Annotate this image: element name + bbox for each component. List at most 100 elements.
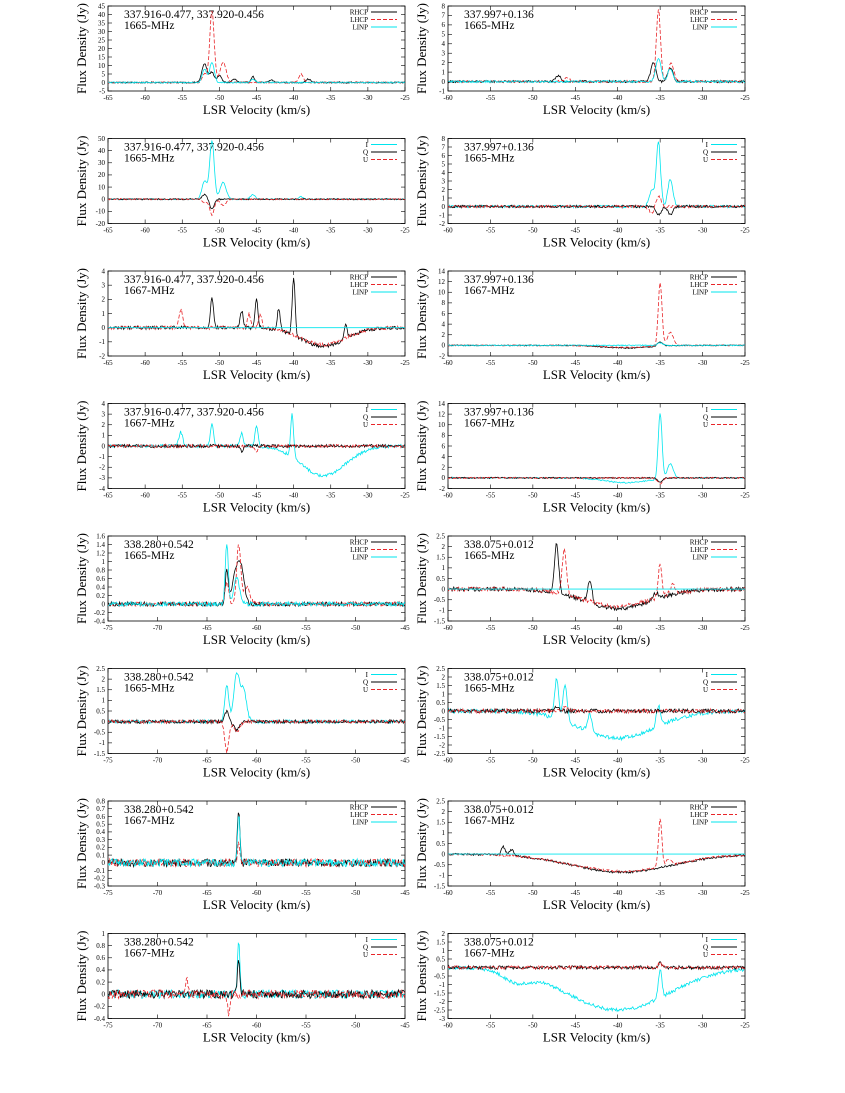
y-tick-label: 0.4 (96, 966, 105, 974)
y-tick-label: -1 (439, 211, 445, 219)
x-tick-label: -60 (140, 359, 150, 367)
y-axis-label: Flux Density (Jy) (414, 798, 429, 889)
x-tick-label: -75 (103, 624, 113, 632)
x-tick-label: -30 (698, 492, 708, 500)
band-label: 1667-MHz (464, 948, 514, 960)
series-line (108, 816, 405, 868)
x-tick-label: -55 (178, 492, 188, 500)
spectrum-panel: -60 -55 -50 -45 -40 -35 -30 -25 -2 0 2 4 6 8 10 12 14 Flu… (414, 267, 750, 382)
legend-entry: LINP (692, 553, 708, 561)
y-tick-label: 3 (102, 410, 106, 418)
x-tick-label: -50 (215, 359, 225, 367)
y-tick-label: 2.5 (436, 532, 445, 540)
x-tick-label: -35 (655, 1022, 665, 1030)
x-tick-label: -35 (655, 757, 665, 765)
legend-entry: I (366, 671, 369, 679)
legend-entry: U (363, 951, 368, 959)
source-name: 337.916-0.477, 337.920-0.456 (124, 274, 264, 286)
x-tick-label: -25 (400, 227, 410, 235)
y-tick-label: 4 (102, 267, 106, 275)
band-label: 1667-MHz (124, 815, 174, 827)
y-tick-label: 0.4 (96, 583, 105, 591)
source-name: 338.280+0.542 (124, 937, 194, 949)
y-axis-label: Flux Density (Jy) (74, 136, 89, 227)
band-label: 1665-MHz (124, 550, 174, 562)
y-tick-label: 2 (442, 543, 446, 551)
x-axis-label: LSR Velocity (km/s) (543, 235, 650, 250)
y-tick-label: -3 (439, 1015, 445, 1023)
legend-entry: U (363, 156, 368, 164)
series-line (448, 476, 745, 485)
x-tick-label: -45 (571, 227, 581, 235)
band-label: 1667-MHz (464, 815, 514, 827)
y-tick-label: 4 (442, 453, 446, 461)
y-axis-label: Flux Density (Jy) (74, 666, 89, 757)
source-name: 337.916-0.477, 337.920-0.456 (124, 407, 264, 419)
x-tick-label: -45 (400, 889, 410, 897)
source-name: 338.075+0.012 (464, 804, 534, 816)
y-tick-label: 1 (102, 432, 106, 440)
spectrum-panel: -75 -70 -65 -60 -55 -50 -45 -0.4 -0.2 0 0.2 0.4 0.6 0… (74, 930, 410, 1045)
x-tick-label: -55 (301, 757, 311, 765)
legend-entry: LINP (692, 23, 708, 31)
legend-entry: U (703, 421, 708, 429)
x-tick-label: -25 (400, 492, 410, 500)
x-tick-label: -35 (655, 624, 665, 632)
legend-entry: Q (363, 148, 368, 156)
y-tick-label: -2.5 (434, 1006, 446, 1014)
y-tick-label: 3 (442, 50, 446, 58)
x-tick-label: -55 (178, 227, 188, 235)
y-tick-label: -2 (99, 464, 105, 472)
series-line (448, 961, 745, 971)
spectrum-panel: -60 -55 -50 -45 -40 -35 -30 -25 -3-2.5-2-1.5-1-0… (414, 930, 750, 1045)
x-tick-label: -30 (698, 757, 708, 765)
legend-entry: I (706, 936, 709, 944)
y-tick-label: 0 (102, 991, 106, 999)
y-tick-label: 0.2 (96, 844, 105, 852)
source-name: 338.075+0.012 (464, 539, 534, 551)
band-label: 1667-MHz (464, 285, 514, 297)
legend-entry: Q (703, 943, 708, 951)
y-tick-label: 0.8 (96, 797, 105, 805)
spectrum-panel: -75 -70 -65 -60 -55 -50 -45 -1.5 -1 -0.5 0 0.5 1 1.5 2… (74, 665, 410, 780)
legend-entry: LHCP (690, 281, 708, 289)
y-tick-label: 1.4 (96, 541, 105, 549)
x-tick-label: -75 (103, 889, 113, 897)
x-tick-label: -60 (443, 889, 453, 897)
y-tick-label: -1.5 (434, 617, 446, 625)
legend-entry: LHCP (690, 811, 708, 819)
y-tick-label: 12 (438, 278, 446, 286)
legend-entry: Q (703, 678, 708, 686)
series-line (448, 195, 745, 214)
x-tick-label: -60 (252, 757, 262, 765)
y-tick-label: 4 (442, 320, 446, 328)
y-tick-label: -1.5 (434, 989, 446, 997)
x-tick-label: -25 (740, 492, 750, 500)
legend-entry: I (706, 406, 709, 414)
y-tick-label: 4 (102, 400, 106, 408)
y-axis-label: Flux Density (Jy) (74, 268, 89, 359)
legend-entry: RHCP (350, 273, 368, 281)
y-tick-label: 2.5 (436, 665, 445, 673)
x-tick-label: -40 (613, 492, 623, 500)
legend-entry: LHCP (690, 546, 708, 554)
y-axis-label: Flux Density (Jy) (414, 3, 429, 94)
x-tick-label: -75 (103, 1022, 113, 1030)
y-tick-label: 8 (442, 432, 446, 440)
legend-entry: LHCP (350, 546, 368, 554)
y-axis-label: Flux Density (Jy) (414, 136, 429, 227)
y-tick-label: 0.5 (436, 840, 445, 848)
y-axis-label: Flux Density (Jy) (414, 533, 429, 624)
y-tick-label: -0.5 (434, 972, 446, 980)
x-tick-label: -55 (486, 889, 496, 897)
y-tick-label: 2 (442, 930, 446, 938)
x-tick-label: -55 (301, 624, 311, 632)
x-tick-label: -55 (178, 94, 188, 102)
y-tick-label: 1 (102, 310, 106, 318)
x-tick-label: -25 (740, 359, 750, 367)
y-tick-label: 2 (102, 421, 106, 429)
x-tick-label: -50 (215, 492, 225, 500)
x-tick-label: -60 (443, 227, 453, 235)
source-name: 337.997+0.136 (464, 142, 534, 154)
legend-entry: Q (363, 678, 368, 686)
